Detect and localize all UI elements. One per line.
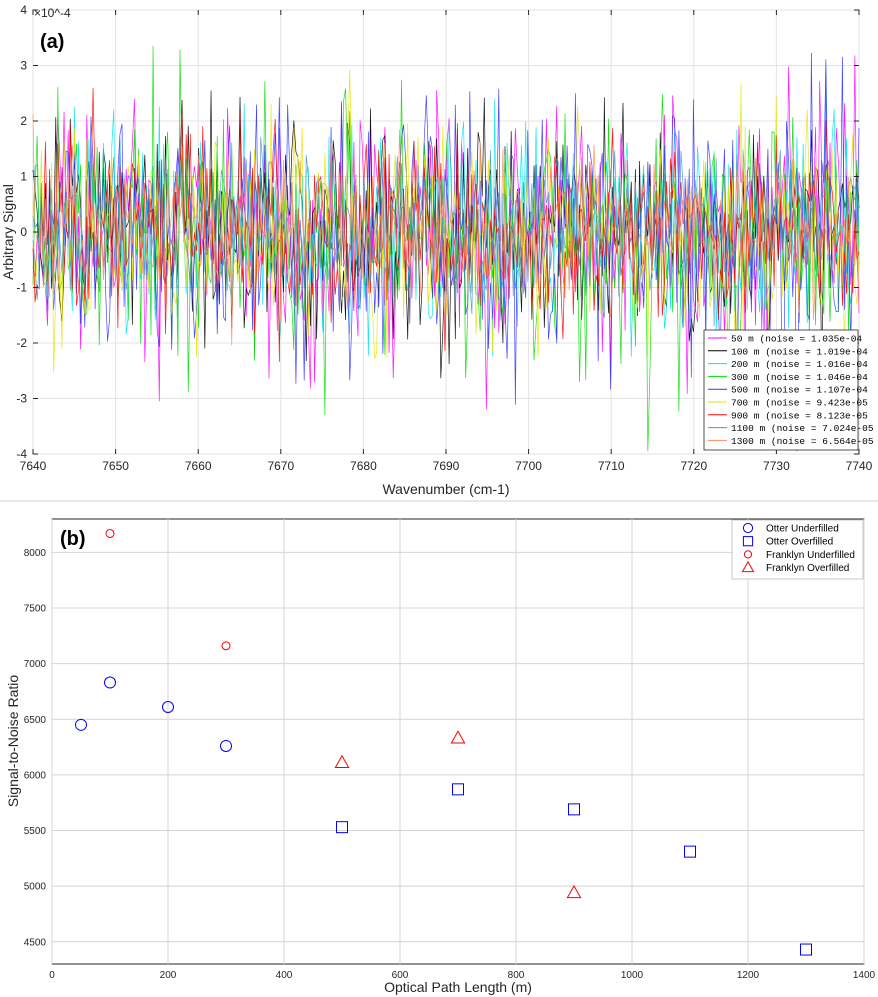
panel-b-point bbox=[334, 754, 350, 768]
panel-a-y-axis-label: Arbitrary Signal bbox=[0, 184, 16, 280]
panel-a-legend-entry: 1100 m (noise = 7.024e-05 bbox=[731, 423, 874, 434]
panel-a-x-axis-label: Wavenumber (cm-1) bbox=[382, 481, 509, 497]
panel-b-point bbox=[684, 845, 696, 858]
panel-a-legend-entry: 700 m (noise = 9.423e-05 bbox=[731, 398, 868, 409]
panel-a-x-tick-label: 7710 bbox=[598, 459, 625, 473]
panel-b-x-tick-label: 600 bbox=[392, 970, 409, 981]
panel-a-y-tick-label: -1 bbox=[16, 281, 27, 295]
panel-b-x-tick-label: 0 bbox=[49, 970, 55, 981]
panel-a-label: (a) bbox=[40, 31, 64, 53]
panel-b-y-tick-label: 8000 bbox=[24, 548, 47, 559]
panel-b-y-tick-label: 4500 bbox=[24, 937, 47, 948]
panel-b-x-tick-label: 400 bbox=[276, 970, 293, 981]
panel-b-legend: Otter Underfilled Otter Overfilled Frankly… bbox=[731, 519, 864, 580]
panel-b-point bbox=[104, 676, 116, 689]
panel-b-x-axis-label: Optical Path Length (m) bbox=[384, 979, 532, 995]
panel-b-point bbox=[221, 641, 231, 651]
panel-b-point bbox=[450, 730, 466, 744]
panel-b-grid bbox=[51, 519, 865, 964]
panel-b-y-tick-label: 7000 bbox=[24, 659, 47, 670]
panel-b-y-tick-label: 7500 bbox=[24, 604, 47, 615]
panel-a-legend-entry: 100 m (noise = 1.019e-04 bbox=[731, 346, 868, 357]
panel-b-y-tick-label: 6000 bbox=[24, 770, 47, 781]
panel-a-y-tick-label: 2 bbox=[20, 114, 27, 128]
panel-b-x-tick-label: 200 bbox=[160, 970, 177, 981]
panel-a-x-tick-label: 7720 bbox=[680, 459, 707, 473]
panel-a-series-line bbox=[32, 88, 860, 362]
panel-a-x-tick-label: 7680 bbox=[350, 459, 377, 473]
panel-b-point bbox=[452, 783, 464, 796]
panel-b-point bbox=[220, 739, 232, 752]
panel-a-x-tick-label: 7660 bbox=[185, 459, 212, 473]
panel-b-point bbox=[568, 803, 580, 816]
panel-a-y-tick-label: -2 bbox=[16, 336, 27, 350]
panel-b-legend-entry: Franklyn Underfilled bbox=[766, 550, 855, 561]
panel-a-lines bbox=[32, 45, 860, 452]
panel-b-y-tick-label: 6500 bbox=[24, 715, 47, 726]
panel-b-x-tick-label: 800 bbox=[508, 970, 525, 981]
panel-a-y-tick-label: -3 bbox=[16, 392, 27, 406]
panel-b-legend-entry: Franklyn Overfilled bbox=[766, 563, 849, 574]
panel-a-x-tick-label: 7690 bbox=[433, 459, 460, 473]
panel-a-x-tick-label: 7670 bbox=[267, 459, 294, 473]
panel-b-point bbox=[105, 528, 115, 538]
panel-a-y-tick-label: 1 bbox=[20, 170, 27, 184]
panel-a: -4 -3 -2 -1 0 1 2 3 4 7640 7650 7660 7670 7680 7690 77… bbox=[0, 3, 874, 497]
panel-a-legend-entry: 200 m (noise = 1.016e-04 bbox=[731, 359, 868, 370]
panel-a-legend-entry: 300 m (noise = 1.046e-04 bbox=[731, 372, 868, 383]
panel-b-y-ticks: 4500 5000 5500 6000 6500 7000 7500 8000 bbox=[24, 548, 47, 948]
panel-a-legend-entry: 500 m (noise = 1.107e-04 bbox=[731, 385, 868, 396]
panel-b-legend-marker bbox=[742, 536, 754, 547]
panel-a-x-ticks: 7640 7650 7660 7670 7680 7690 7700 7710 7720 7730… bbox=[20, 10, 873, 473]
panel-b-legend-marker bbox=[741, 560, 755, 573]
panel-b-label: (b) bbox=[60, 528, 86, 550]
panel-a-y-multiplier: ×10^-4 bbox=[34, 6, 71, 20]
panel-b-x-ticks: 0 200 400 600 800 1000 1200 1400 bbox=[49, 970, 875, 981]
panel-b-y-axis-label: Signal-to-Noise Ratio bbox=[5, 675, 21, 807]
panel-a-series-line bbox=[32, 113, 860, 346]
panel-b-point bbox=[566, 884, 582, 899]
panel-b-legend-marker bbox=[743, 550, 753, 559]
panel-a-y-tick-label: -4 bbox=[16, 447, 27, 461]
panel-a-legend-entry: 900 m (noise = 8.123e-05 bbox=[731, 410, 868, 421]
panel-b-y-tick-label: 5000 bbox=[24, 882, 47, 893]
panel-b-point bbox=[336, 821, 348, 834]
panel-b-legend-entry: Otter Underfilled bbox=[766, 524, 839, 535]
panel-a-x-tick-label: 7640 bbox=[20, 459, 47, 473]
panel-a-y-tick-label: 4 bbox=[20, 3, 27, 17]
panel-a-y-ticks: -4 -3 -2 -1 0 1 2 3 4 bbox=[16, 3, 859, 461]
panel-a-x-tick-label: 7700 bbox=[515, 459, 542, 473]
panel-a-legend-entry: 50 m (noise = 1.035e-04 bbox=[731, 334, 862, 345]
panel-a-y-tick-label: 0 bbox=[20, 225, 27, 239]
panel-a-x-tick-label: 7650 bbox=[102, 459, 129, 473]
panel-a-legend-entry: 1300 m (noise = 6.564e-05 bbox=[731, 436, 874, 447]
panel-a-y-tick-label: 3 bbox=[20, 59, 27, 73]
panel-a-x-tick-label: 7730 bbox=[763, 459, 790, 473]
panel-a-x-tick-label: 7740 bbox=[846, 459, 873, 473]
panel-b-point bbox=[162, 701, 174, 714]
panel-b-x-tick-label: 1200 bbox=[737, 970, 760, 981]
panel-b: 4500 5000 5500 6000 6500 7000 7500 8000 0 200 400… bbox=[5, 518, 876, 995]
panel-b-y-tick-label: 5500 bbox=[24, 826, 47, 837]
panel-b-point bbox=[75, 718, 87, 731]
panel-b-x-tick-label: 1400 bbox=[853, 970, 876, 981]
panel-b-points bbox=[75, 528, 812, 956]
panel-b-x-tick-label: 1000 bbox=[621, 970, 644, 981]
panel-b-legend-entry: Otter Overfilled bbox=[766, 537, 833, 548]
panel-b-plot-area bbox=[51, 518, 865, 965]
panel-b-legend-marker bbox=[742, 522, 754, 534]
panel-b-point bbox=[800, 943, 812, 956]
